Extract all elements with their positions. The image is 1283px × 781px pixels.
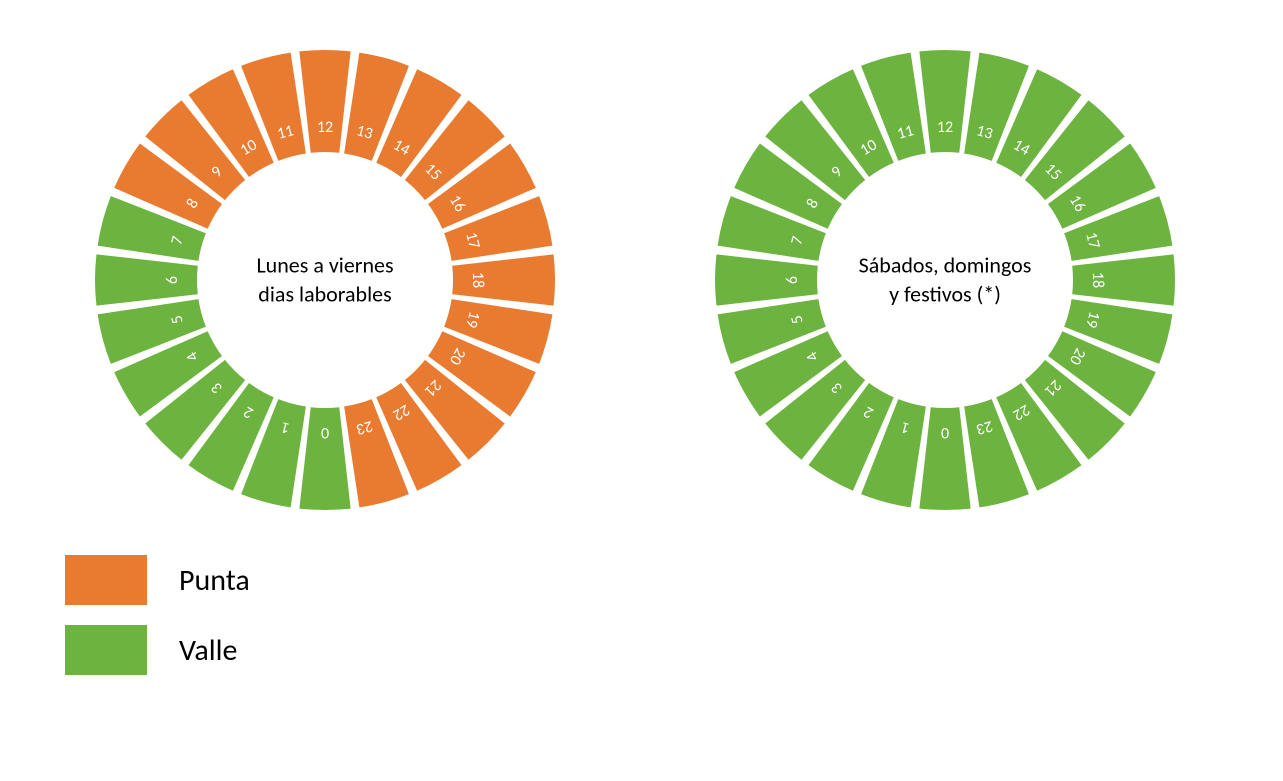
hour-segment-6 <box>715 254 818 305</box>
legend-item-valle: Valle <box>65 625 1223 675</box>
donut-center-line2: dias laborables <box>258 280 391 307</box>
hour-segment-18 <box>452 254 555 305</box>
hour-label-0: 0 <box>941 423 949 442</box>
hour-label-6: 6 <box>163 276 182 284</box>
legend: Punta Valle <box>60 515 1223 675</box>
legend-item-punta: Punta <box>65 555 1223 605</box>
hour-segment-6 <box>95 254 198 305</box>
donut-center-line2: y festivos (*) <box>889 280 1001 307</box>
donut-chart-weekday: 01234567891011121314151617181920212223 L… <box>90 45 560 515</box>
donut-center-line1: Sábados, domingos <box>859 251 1032 278</box>
hour-label-18: 18 <box>1088 272 1107 288</box>
donut-chart-weekend: 01234567891011121314151617181920212223 S… <box>710 45 1180 515</box>
hour-segment-12 <box>919 50 970 153</box>
hour-label-0: 0 <box>321 423 329 442</box>
hour-label-12: 12 <box>317 118 333 137</box>
legend-label-punta: Punta <box>179 562 250 599</box>
hour-segment-12 <box>299 50 350 153</box>
legend-swatch-valle <box>65 625 147 675</box>
hour-segment-18 <box>1072 254 1175 305</box>
hour-segment-0 <box>299 407 350 510</box>
hour-label-18: 18 <box>468 272 487 288</box>
legend-swatch-punta <box>65 555 147 605</box>
donut-center-line1: Lunes a viernes <box>256 251 393 278</box>
charts-row: 01234567891011121314151617181920212223 L… <box>60 45 1223 515</box>
donut-center-label-weekday: Lunes a viernes dias laborables <box>220 251 430 308</box>
legend-label-valle: Valle <box>179 632 237 669</box>
hour-label-6: 6 <box>783 276 802 284</box>
donut-center-label-weekend: Sábados, domingos y festivos (*) <box>840 251 1050 308</box>
hour-label-12: 12 <box>937 118 953 137</box>
hour-segment-0 <box>919 407 970 510</box>
page-root: 01234567891011121314151617181920212223 L… <box>0 0 1283 781</box>
